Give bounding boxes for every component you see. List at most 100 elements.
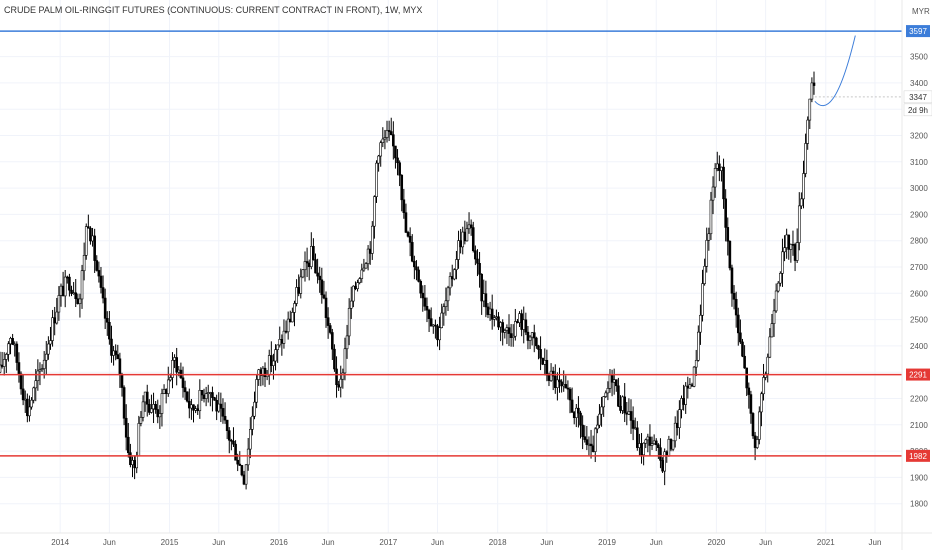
candle-body bbox=[143, 391, 147, 403]
candle-body bbox=[217, 403, 221, 412]
candle-body bbox=[556, 379, 559, 388]
candle-body bbox=[791, 244, 795, 246]
candle-body bbox=[263, 367, 267, 378]
candle-body bbox=[171, 360, 174, 378]
candle-body bbox=[335, 368, 338, 385]
candle-body bbox=[87, 226, 90, 229]
candle-body bbox=[722, 166, 725, 200]
candle-body bbox=[652, 440, 656, 444]
candle-body bbox=[9, 338, 12, 345]
candle-body bbox=[762, 377, 765, 395]
candle-body bbox=[345, 335, 349, 350]
candle-body bbox=[629, 411, 633, 421]
candle-body bbox=[728, 240, 732, 269]
candle-body bbox=[718, 163, 721, 171]
y-tick-label: 3400 bbox=[910, 79, 928, 88]
candle-body bbox=[560, 381, 563, 387]
candle-body bbox=[705, 239, 709, 267]
candle-body bbox=[181, 377, 185, 388]
candle-body bbox=[535, 337, 538, 347]
candle-body bbox=[747, 387, 751, 395]
candle-body bbox=[272, 360, 275, 366]
candle-body bbox=[299, 276, 303, 294]
y-tick-label: 1900 bbox=[910, 473, 928, 482]
candle-body bbox=[286, 318, 290, 333]
candle-body bbox=[749, 394, 753, 414]
x-tick-label: Jun bbox=[103, 538, 116, 547]
candle-body bbox=[587, 443, 591, 446]
candle-body bbox=[78, 298, 82, 304]
candle-body bbox=[398, 162, 401, 176]
candle-body bbox=[21, 388, 25, 401]
candle-body bbox=[509, 333, 513, 338]
candle-body bbox=[680, 398, 683, 410]
y-tick-label: 3000 bbox=[910, 184, 928, 193]
candle-body bbox=[303, 261, 307, 271]
candle-body bbox=[240, 465, 244, 476]
candles bbox=[0, 71, 816, 490]
candle-body bbox=[625, 412, 629, 415]
candle-body bbox=[156, 409, 160, 418]
candle-body bbox=[173, 357, 176, 361]
candle-body bbox=[657, 444, 660, 449]
candle-body bbox=[417, 269, 420, 282]
candle-body bbox=[516, 321, 519, 323]
candle-body bbox=[238, 463, 242, 466]
candle-body bbox=[5, 354, 8, 360]
candle-body bbox=[284, 330, 288, 333]
candle-body bbox=[135, 455, 139, 469]
candle-body bbox=[49, 340, 52, 345]
candle-body bbox=[524, 319, 528, 333]
candle-body bbox=[358, 278, 361, 283]
candle-body bbox=[568, 388, 572, 401]
candle-body bbox=[410, 242, 414, 262]
candle-body bbox=[347, 307, 351, 337]
candle-body bbox=[72, 292, 75, 295]
candle-body bbox=[108, 321, 111, 340]
y-tick-label: 3200 bbox=[910, 132, 928, 141]
candle-body bbox=[343, 348, 347, 374]
candle-body bbox=[703, 265, 706, 284]
candle-body bbox=[234, 443, 237, 461]
candle-body bbox=[627, 411, 631, 415]
level-badge-label: 3597 bbox=[909, 27, 927, 36]
candle-body bbox=[324, 297, 328, 318]
candle-body bbox=[158, 413, 162, 418]
candle-body bbox=[564, 384, 568, 389]
candle-body bbox=[169, 377, 172, 381]
price-badges: 3597 2291 1982 3347 2d 9h bbox=[903, 25, 932, 462]
candle-body bbox=[70, 289, 73, 294]
candle-body bbox=[558, 379, 561, 383]
candle-body bbox=[402, 199, 406, 213]
candle-body bbox=[490, 308, 494, 320]
candle-body bbox=[709, 199, 713, 235]
candle-body bbox=[621, 396, 624, 411]
candle-body bbox=[745, 367, 748, 389]
candle-body bbox=[377, 155, 380, 164]
currency-label: MYR bbox=[912, 7, 930, 16]
candle-body bbox=[404, 212, 408, 233]
candle-body bbox=[383, 137, 387, 140]
candle-body bbox=[463, 231, 467, 242]
candle-body bbox=[267, 355, 271, 376]
candle-body bbox=[804, 143, 807, 174]
x-tick-label: 2020 bbox=[708, 538, 726, 547]
candle-body bbox=[671, 440, 675, 450]
candle-body bbox=[394, 145, 397, 159]
candle-body bbox=[795, 242, 799, 261]
candle-body bbox=[26, 398, 29, 417]
candle-body bbox=[166, 379, 170, 394]
candle-body bbox=[230, 439, 233, 442]
candle-body bbox=[309, 246, 313, 267]
candle-body bbox=[503, 330, 507, 333]
candle-body bbox=[600, 406, 603, 415]
candle-body bbox=[497, 316, 500, 328]
candle-body bbox=[44, 353, 48, 361]
time-axis: 2014 Jun 2015 Jun 2016 Jun 2017 Jun 2018 Jun 2019 J… bbox=[51, 538, 881, 547]
candle-body bbox=[0, 364, 2, 373]
candle-body bbox=[549, 370, 553, 381]
candle-body bbox=[654, 440, 658, 446]
candle-body bbox=[211, 392, 214, 398]
candle-body bbox=[734, 298, 738, 316]
